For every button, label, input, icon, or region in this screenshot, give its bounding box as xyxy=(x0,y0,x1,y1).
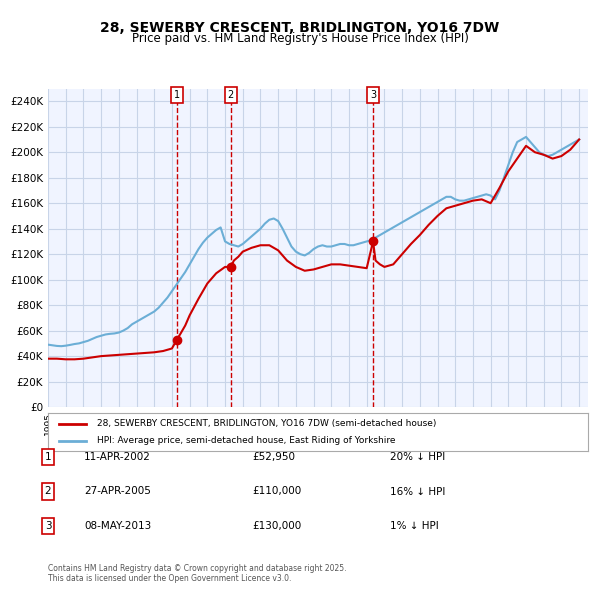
Text: 1: 1 xyxy=(174,90,180,100)
Text: 1: 1 xyxy=(44,453,52,462)
Text: 27-APR-2005: 27-APR-2005 xyxy=(84,487,151,496)
Text: £110,000: £110,000 xyxy=(252,487,301,496)
Text: 2: 2 xyxy=(44,487,52,496)
Text: 28, SEWERBY CRESCENT, BRIDLINGTON, YO16 7DW: 28, SEWERBY CRESCENT, BRIDLINGTON, YO16 … xyxy=(100,21,500,35)
Text: 28, SEWERBY CRESCENT, BRIDLINGTON, YO16 7DW (semi-detached house): 28, SEWERBY CRESCENT, BRIDLINGTON, YO16 … xyxy=(97,419,436,428)
Text: 08-MAY-2013: 08-MAY-2013 xyxy=(84,521,151,530)
Text: 3: 3 xyxy=(370,90,376,100)
Text: 16% ↓ HPI: 16% ↓ HPI xyxy=(390,487,445,496)
Text: 2: 2 xyxy=(227,90,234,100)
Text: HPI: Average price, semi-detached house, East Riding of Yorkshire: HPI: Average price, semi-detached house,… xyxy=(97,436,395,445)
Text: 20% ↓ HPI: 20% ↓ HPI xyxy=(390,453,445,462)
Text: 11-APR-2002: 11-APR-2002 xyxy=(84,453,151,462)
Text: Contains HM Land Registry data © Crown copyright and database right 2025.
This d: Contains HM Land Registry data © Crown c… xyxy=(48,563,347,583)
Text: 1% ↓ HPI: 1% ↓ HPI xyxy=(390,521,439,530)
Text: Price paid vs. HM Land Registry's House Price Index (HPI): Price paid vs. HM Land Registry's House … xyxy=(131,32,469,45)
Text: £130,000: £130,000 xyxy=(252,521,301,530)
Text: £52,950: £52,950 xyxy=(252,453,295,462)
Text: 3: 3 xyxy=(44,521,52,530)
